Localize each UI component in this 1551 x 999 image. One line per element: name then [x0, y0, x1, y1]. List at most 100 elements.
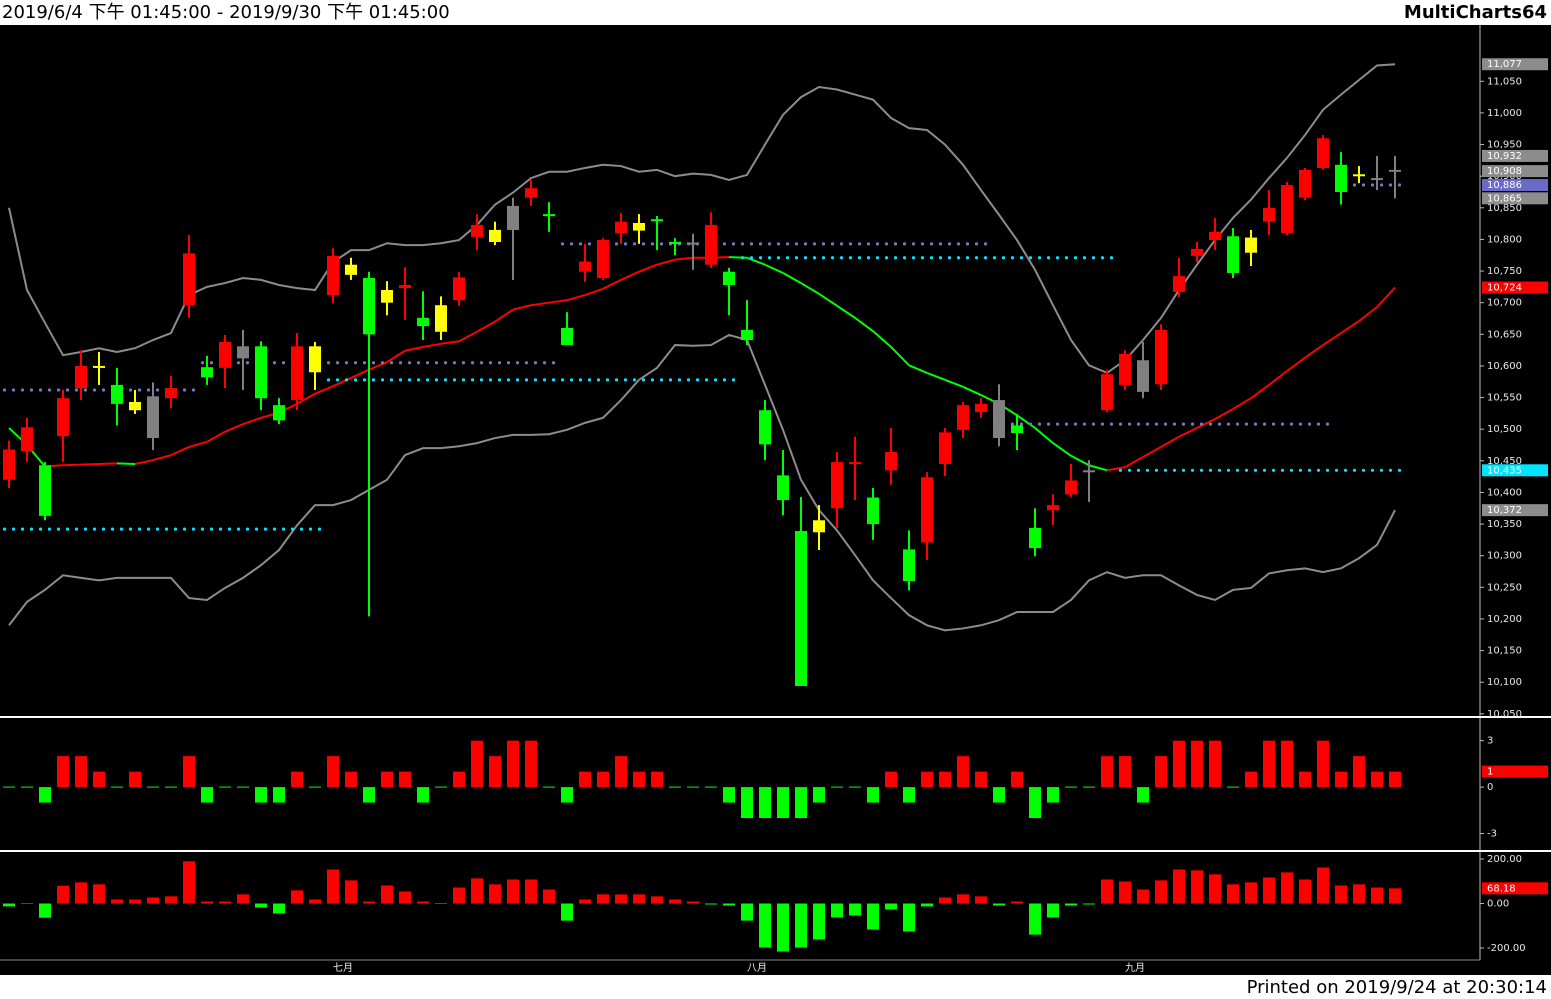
bar — [867, 787, 879, 803]
level-dot — [1208, 422, 1213, 426]
bar — [795, 903, 807, 948]
bar — [75, 756, 87, 788]
level-dot — [938, 256, 943, 260]
level-dot — [398, 378, 403, 382]
level-dot — [29, 527, 34, 531]
level-dot — [47, 527, 52, 531]
candle-body — [309, 346, 321, 373]
level-dot — [974, 256, 979, 260]
candle-body — [1083, 470, 1095, 473]
level-dot — [254, 527, 259, 531]
level-dot — [587, 378, 592, 382]
level-dot — [1271, 422, 1276, 426]
level-dot — [1046, 422, 1051, 426]
bar — [579, 771, 591, 788]
level-dot — [1181, 468, 1186, 472]
moving-average — [1052, 442, 1072, 457]
level-dot — [758, 242, 763, 246]
level-dot — [155, 527, 160, 531]
level-dot — [632, 378, 637, 382]
band-line — [8, 63, 1396, 375]
level-dot — [965, 256, 970, 260]
level-dot — [137, 388, 142, 392]
price-marker — [1482, 281, 1548, 294]
moving-average — [1340, 320, 1360, 334]
level-dot — [128, 527, 133, 531]
moving-average — [566, 294, 586, 302]
bar — [1299, 879, 1311, 904]
moving-average — [1304, 344, 1324, 359]
moving-average — [1376, 286, 1396, 308]
level-dot — [263, 527, 268, 531]
level-dot — [1235, 422, 1240, 426]
level-dot — [101, 388, 106, 392]
level-dot — [1280, 468, 1285, 472]
level-dot — [11, 527, 16, 531]
moving-average — [1322, 332, 1342, 346]
level-dot — [371, 378, 376, 382]
level-dot — [1343, 468, 1348, 472]
candle-body — [885, 451, 897, 471]
candle-body — [561, 327, 573, 346]
candle-body — [1047, 505, 1059, 511]
candle-body — [1389, 169, 1401, 172]
level-dot — [731, 378, 736, 382]
bar — [21, 903, 33, 905]
level-dot — [317, 527, 322, 531]
candle-body — [183, 253, 195, 306]
level-dot — [1253, 468, 1258, 472]
bar — [813, 787, 825, 803]
level-dot — [542, 378, 547, 382]
bar — [255, 787, 267, 803]
bar — [39, 903, 51, 918]
bar — [1245, 882, 1257, 904]
price-marker — [1482, 179, 1548, 192]
moving-average — [1016, 414, 1036, 429]
candle-body — [219, 341, 231, 368]
moving-average — [854, 317, 874, 332]
level-dot — [1217, 468, 1222, 472]
bar — [1227, 884, 1239, 904]
moving-average — [1268, 370, 1288, 386]
bar — [237, 894, 249, 904]
level-dot — [740, 242, 745, 246]
level-dot — [1145, 468, 1150, 472]
candle-body — [1173, 276, 1185, 292]
level-dot — [407, 378, 412, 382]
level-dot — [1154, 422, 1159, 426]
bar — [1353, 756, 1365, 788]
level-dot — [65, 527, 70, 531]
moving-average — [1178, 427, 1198, 438]
level-dot — [83, 527, 88, 531]
y-tick-label: -3 — [1487, 829, 1497, 840]
level-dot — [1010, 422, 1015, 426]
level-dot — [1379, 468, 1384, 472]
level-dot — [191, 527, 196, 531]
level-dot — [65, 388, 70, 392]
level-dot — [830, 256, 835, 260]
level-dot — [506, 361, 511, 365]
candle-body — [147, 396, 159, 439]
level-dot — [1037, 256, 1042, 260]
level-dot — [686, 378, 691, 382]
candle-body — [669, 241, 681, 244]
candle-body — [723, 271, 735, 285]
level-dot — [785, 256, 790, 260]
bar — [1137, 889, 1149, 904]
level-dot — [443, 378, 448, 382]
level-dot — [839, 256, 844, 260]
bar — [1101, 756, 1113, 788]
candle-body — [1245, 237, 1257, 253]
candle-body — [1011, 425, 1023, 433]
y-tick-label: 10,700 — [1487, 298, 1522, 309]
candle-body — [435, 305, 447, 332]
bar — [723, 903, 735, 906]
bar — [273, 903, 285, 914]
candle-body — [921, 477, 933, 543]
bar — [399, 891, 411, 904]
level-dot — [1055, 256, 1060, 260]
bar — [1371, 771, 1383, 788]
candle-body — [1353, 174, 1365, 177]
value-marker-label: 68.18 — [1487, 883, 1516, 894]
bar — [453, 771, 465, 788]
